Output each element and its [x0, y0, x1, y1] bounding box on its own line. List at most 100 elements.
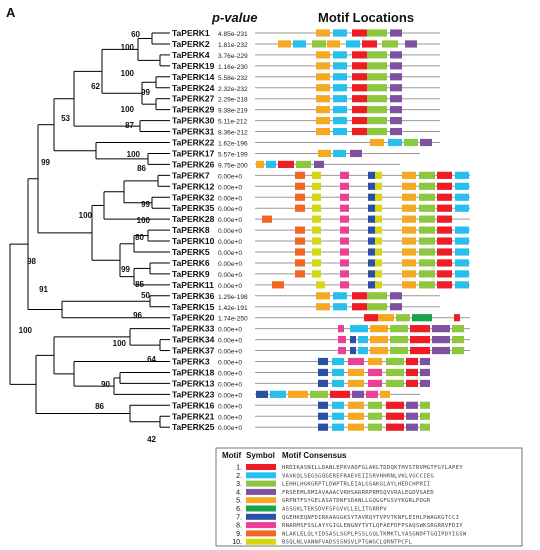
motif-4-block [432, 346, 450, 355]
legend-row: 3. LEHHLHGKGRPTLDWPTRLEIALGSAKGLAYLHEDCHP… [236, 480, 430, 488]
motif-4-block [390, 127, 402, 136]
motif-10-block [375, 182, 382, 190]
motif-5-block [348, 401, 364, 409]
gene-row: TaPERK29 9.38e-219 [172, 105, 440, 115]
gene-name: TaPERK21 [172, 411, 215, 421]
gene-pvalue: 5.11e-212 [218, 119, 248, 126]
gene-name: TaPERK20 [172, 313, 215, 323]
motif-10-block [312, 204, 321, 212]
motif-10-block [375, 237, 382, 245]
gene-row: TaPERK2 1.81e-232 [172, 39, 440, 49]
motif-1-block [437, 215, 452, 223]
motif-3-block [419, 215, 435, 223]
legend-symbol-swatch [246, 513, 276, 520]
motif-5-block [327, 40, 340, 48]
motif-2-block [293, 40, 306, 48]
motif-5-block [278, 40, 291, 48]
gene-pvalue: 0.00e+0 [218, 261, 242, 268]
legend-row: 4. FRSEEMLRMIAVAAACVRHSARRRPRMSQVVRALEGDV… [236, 488, 434, 496]
legend-header-consensus: Motif Consensus [282, 451, 347, 460]
motif-5-block [402, 281, 416, 289]
motif-5-block [368, 357, 382, 366]
motif-2-block [455, 270, 469, 278]
gene-name: TaPERK28 [172, 214, 215, 224]
motif-3-block [419, 259, 435, 267]
motif-1-block [437, 248, 452, 256]
legend-row: 1. HRDIKASNILLDANLEPKVADFGLAKLTDDQKTHVSTR… [236, 464, 463, 472]
motif-2-block [332, 423, 344, 431]
motif-5-block [316, 51, 330, 59]
pvalue-header: p-value [211, 10, 258, 25]
bootstrap-label: 87 [125, 121, 134, 130]
gene-pvalue: 0.00e+0 [218, 370, 242, 377]
motif-4-block [406, 401, 418, 409]
motif-4-block [390, 84, 402, 92]
motif-5-block [370, 346, 388, 355]
legend-consensus-sequence: HRDIKASNILLDANLEPKVADFGLAKLTDDQKTHVSTRVM… [282, 465, 463, 471]
gene-pvalue: 9.75e-200 [218, 162, 248, 169]
gene-name: TaPERK6 [172, 258, 210, 268]
legend-motif-number: 7. [236, 514, 242, 521]
motif-9-block [295, 193, 305, 201]
motif-3-block [419, 182, 435, 190]
motif-2-block [333, 73, 347, 81]
motif-8-block [366, 390, 378, 398]
gene-name: TaPERK23 [172, 389, 215, 399]
bootstrap-label: 99 [141, 88, 150, 97]
gene-pvalue: 1.42e-191 [218, 305, 248, 312]
motif-2-block [332, 368, 344, 377]
gene-row: TaPERK19 1.16e-230 [172, 61, 440, 71]
bootstrap-label: 85 [135, 280, 144, 289]
motif-7-block [368, 171, 376, 179]
legend-motif-number: 6. [236, 506, 242, 513]
gene-pvalue: 0.00e+0 [218, 349, 242, 356]
gene-row: TaPERK24 2.32e-232 [172, 83, 440, 93]
gene-pvalue: 0.00e+0 [218, 403, 242, 410]
legend-motif-number: 1. [236, 465, 242, 472]
motif-1-block [437, 204, 452, 212]
motif-5-block [402, 248, 416, 256]
motif-1-block [352, 51, 367, 59]
motif-10-block [375, 204, 382, 212]
motif-8-block [368, 379, 382, 387]
motif-4-block [390, 51, 402, 59]
gene-name: TaPERK12 [172, 181, 215, 191]
motif-7-block [368, 215, 376, 223]
motif-8-block [340, 270, 349, 278]
motif-1-block [352, 292, 367, 300]
motif-1-block [352, 303, 367, 311]
motif-5-block [348, 368, 364, 377]
motif-5-block [256, 160, 264, 168]
motif-10-block [312, 270, 321, 278]
motif-9-block [262, 215, 272, 223]
motif-1-block [386, 401, 404, 409]
motif-2-block [333, 149, 346, 158]
motif-2-block [332, 379, 344, 387]
motif-5-block [402, 270, 416, 278]
gene-name: TaPERK29 [172, 105, 215, 115]
motif-5-block [402, 226, 416, 234]
motif-6-block [412, 314, 432, 322]
gene-name: TaPERK5 [172, 247, 210, 257]
legend-header-symbol: Symbol [246, 451, 275, 460]
bootstrap-label: 100 [121, 43, 135, 52]
motif-1-block [437, 270, 452, 278]
motif-1-block [352, 95, 367, 103]
gene-row: TaPERK31 8.36e-212 [172, 127, 440, 137]
motif-2-block [455, 226, 469, 234]
motif-4-block [406, 412, 418, 420]
motif-1-block [352, 62, 367, 70]
motif-1-block [364, 314, 378, 322]
gene-pvalue: 2.29e-218 [218, 97, 248, 104]
motif-8-block [340, 204, 349, 212]
motif-1-block [386, 423, 404, 431]
gene-pvalue: 0.00e+0 [218, 283, 242, 290]
motif-4-block [390, 117, 402, 125]
motif-3-block [390, 346, 408, 355]
motif-4-block [405, 40, 417, 48]
gene-row: TaPERK13 0.00e+0 [172, 378, 430, 388]
legend-rows: 1. HRDIKASNILLDANLEPKVADFGLAKLTDDQKTHVSTR… [232, 464, 467, 546]
motif-1-block [437, 237, 452, 245]
gene-name: TaPERK36 [172, 291, 215, 301]
motif-4-block [352, 390, 364, 398]
